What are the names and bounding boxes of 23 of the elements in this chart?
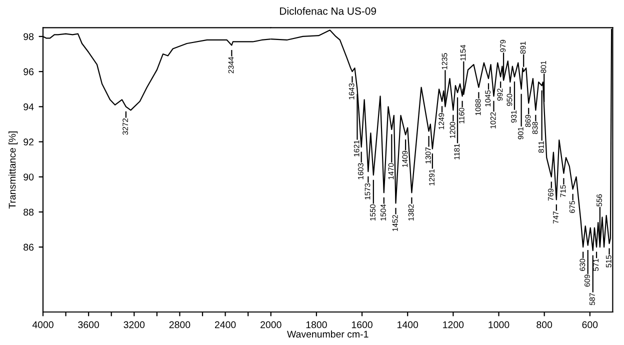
x-tick-label: 2800	[169, 321, 190, 328]
x-tick-label: 1400	[398, 321, 418, 328]
x-tick-label: 3600	[78, 321, 100, 328]
x-tick-label: 4000	[32, 321, 54, 328]
y-axis-title: Transmittance [%]	[8, 132, 18, 209]
x-tick-label: 1200	[443, 321, 464, 328]
y-tick-label: 98	[24, 33, 34, 40]
x-tick-label: 1000	[488, 321, 510, 328]
x-axis-title: Wavenumber cm-1	[287, 330, 368, 338]
y-tick-label: 96	[24, 68, 34, 76]
x-tick-label: 1600	[352, 321, 372, 328]
y-tick-label: 90	[24, 174, 34, 180]
x-tick-label: 600	[582, 321, 598, 328]
y-tick-label: 94	[24, 103, 34, 110]
x-tick-label: 1800	[306, 321, 327, 328]
y-tick-label: 86	[24, 244, 34, 251]
chart-title: Diclofenac Na US-09	[280, 7, 376, 15]
x-tick-label: 800	[536, 321, 552, 328]
x-tick-label: 3200	[124, 321, 145, 328]
y-tick-label: 88	[24, 208, 34, 216]
y-tick-label: 92	[24, 138, 34, 146]
x-tick-label: 2400	[214, 321, 236, 328]
x-tick-label: 2000	[260, 321, 282, 328]
